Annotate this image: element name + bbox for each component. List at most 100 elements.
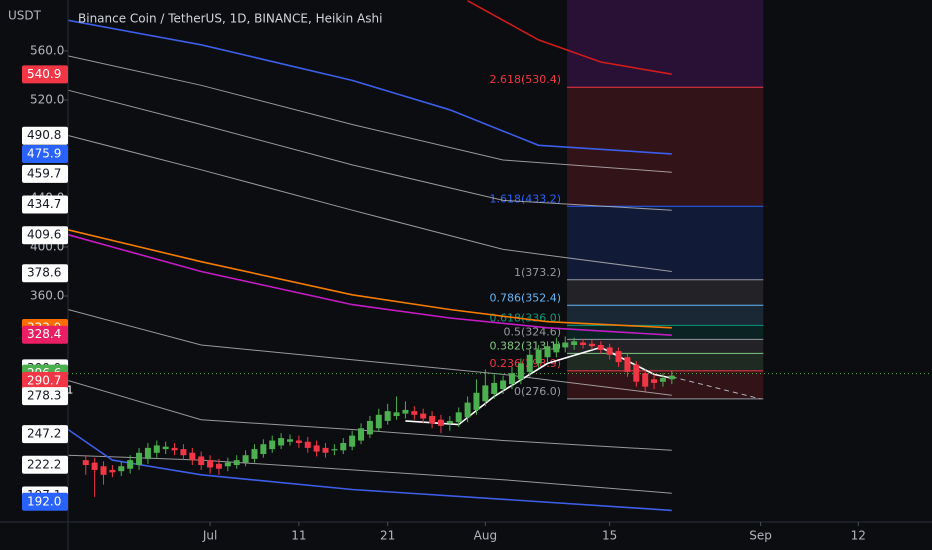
candle-body xyxy=(153,445,160,453)
candle-body xyxy=(384,411,391,421)
price-badge-label: 434.7 xyxy=(27,197,61,211)
chart-title: Binance Coin / TetherUS, 1D, BINANCE, He… xyxy=(78,12,382,26)
candle-body xyxy=(500,380,507,390)
candle-body xyxy=(189,452,196,461)
candle-body xyxy=(562,342,569,348)
y-tick-label: 360.0 xyxy=(30,288,64,302)
x-tick-label: 15 xyxy=(602,529,617,543)
candle-body xyxy=(491,382,498,394)
candle-body xyxy=(615,351,622,363)
price-badge-label: 192.0 xyxy=(27,494,61,508)
candle-body xyxy=(162,446,169,450)
fib-label: 0(276.0) xyxy=(514,385,561,398)
indicator-line xyxy=(67,380,672,451)
x-tick-label: 21 xyxy=(380,529,395,543)
price-badge-label: 290.7 xyxy=(27,373,61,387)
fib-zone xyxy=(567,206,764,280)
candle-body xyxy=(668,375,675,380)
price-badge-label: 490.8 xyxy=(27,128,61,142)
fib-top-zone xyxy=(567,0,764,88)
candle-body xyxy=(215,463,222,469)
fib-zone xyxy=(567,305,764,326)
indicator-line xyxy=(467,0,672,75)
candle-body xyxy=(473,392,480,410)
fib-label: 0.382(313.1) xyxy=(489,339,561,352)
candle-body xyxy=(331,449,338,451)
candle-body xyxy=(553,343,560,353)
candle-body xyxy=(242,455,249,463)
price-badge xyxy=(22,65,68,84)
indicator-line xyxy=(67,55,672,173)
y-tick-label: 560.0 xyxy=(30,43,64,57)
price-badge-label: 475.9 xyxy=(27,146,61,160)
price-badge-label: 222.2 xyxy=(27,457,61,471)
candle-body xyxy=(455,412,462,423)
x-tick-label: Jul xyxy=(202,529,217,543)
price-badge xyxy=(22,126,68,145)
candle-body xyxy=(535,349,542,364)
indicator-line xyxy=(67,309,672,396)
candle-body xyxy=(127,460,134,469)
candle-body xyxy=(526,354,533,372)
candle-body xyxy=(571,341,578,345)
candle-body xyxy=(375,414,382,429)
candle-body xyxy=(624,357,631,372)
candle-body xyxy=(651,379,658,383)
price-badge xyxy=(22,144,68,163)
fib-label: 2.618(530.4) xyxy=(489,73,561,86)
x-tick-label: Sep xyxy=(749,529,772,543)
candle-body xyxy=(91,462,98,470)
candle-body xyxy=(304,441,311,448)
candle-body xyxy=(349,435,356,447)
candle-body xyxy=(393,412,400,417)
price-badge xyxy=(22,264,68,283)
projection-line xyxy=(671,376,761,400)
time-axis-panel xyxy=(0,522,932,550)
price-badge-label: 278.3 xyxy=(27,389,61,403)
indicator-line xyxy=(67,229,672,329)
candle-body xyxy=(633,364,640,382)
price-badge xyxy=(22,371,68,390)
candle-body xyxy=(366,420,373,435)
candle-body xyxy=(544,346,551,358)
price-badge xyxy=(22,492,68,511)
fib-label: 1.618(433.2) xyxy=(489,192,561,205)
price-badge-label: 540.9 xyxy=(27,67,61,81)
candle-body xyxy=(482,385,489,402)
candle-body xyxy=(251,449,258,459)
candle-body xyxy=(517,363,524,380)
price-badge xyxy=(22,425,68,444)
price-badge xyxy=(22,226,68,245)
price-badge-label: 378.6 xyxy=(27,266,61,280)
price-badge-label: 247.2 xyxy=(27,427,61,441)
indicator-line xyxy=(67,89,672,211)
candle-body xyxy=(340,442,347,451)
candle-body xyxy=(278,438,285,446)
candle-body xyxy=(420,413,427,419)
fib-zone xyxy=(567,325,764,340)
candle-body xyxy=(180,449,187,456)
candle-body xyxy=(260,444,267,455)
x-tick-label: 11 xyxy=(291,529,306,543)
candle-body xyxy=(295,440,302,443)
currency-label: USDT xyxy=(8,9,42,23)
fib-label: 0.786(352.4) xyxy=(489,291,561,304)
candle-body xyxy=(207,460,214,468)
candle-body xyxy=(659,378,666,382)
candle-body xyxy=(606,347,613,355)
indicator-line xyxy=(67,19,672,155)
candle-body xyxy=(82,460,89,466)
axes: 560.0520.0440.0400.0360.0Jul1121Aug15Sep… xyxy=(22,43,866,543)
candle-body xyxy=(136,452,143,466)
x-tick-label: Aug xyxy=(474,529,497,543)
fib-zone xyxy=(567,87,764,207)
fib-zone xyxy=(567,339,764,354)
fib-zone xyxy=(567,279,764,306)
price-badge-label: 409.6 xyxy=(27,228,61,242)
candle-body xyxy=(508,373,515,385)
candle-body xyxy=(109,469,116,473)
price-badge xyxy=(22,164,68,183)
candle-body xyxy=(100,466,107,475)
